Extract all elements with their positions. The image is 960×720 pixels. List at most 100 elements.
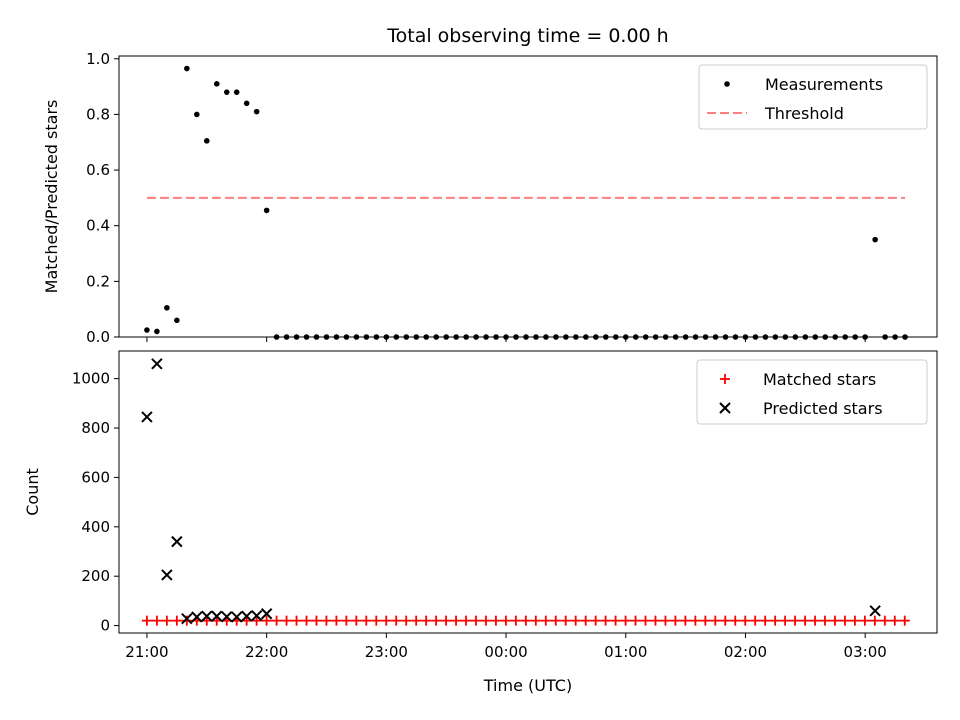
y-tick-label: 1000 <box>72 370 110 388</box>
matched-star-point <box>331 615 342 626</box>
predicted-star-point <box>221 610 233 623</box>
predicted-star-point <box>231 611 243 623</box>
matched-star-point <box>341 615 352 626</box>
matched-star-point <box>780 615 791 626</box>
matched-star-point <box>889 615 900 626</box>
matched-star-point <box>141 615 152 626</box>
matched-star-point <box>381 615 392 626</box>
matched-star-point <box>690 615 701 626</box>
measurement-point <box>213 81 220 87</box>
measurement-point <box>154 328 160 335</box>
matched-star-point <box>750 615 761 626</box>
matched-star-point <box>540 615 551 626</box>
matched-star-point <box>261 615 272 626</box>
matched-star-point <box>530 615 541 626</box>
matched-star-point <box>391 615 402 626</box>
chart-title: Total observing time = 0.00 h <box>386 25 668 47</box>
predicted-star-point <box>191 611 203 623</box>
matched-star-point <box>321 615 332 626</box>
matched-star-point <box>710 615 721 626</box>
matched-star-point <box>251 615 262 626</box>
matched-star-point <box>461 615 472 626</box>
predicted-star-point <box>260 608 273 620</box>
y-tick-label: 800 <box>81 419 110 437</box>
legend-marker-plus <box>720 374 730 384</box>
y-tick-label: 0.2 <box>86 272 110 290</box>
matched-star-point <box>740 615 751 626</box>
legend: Measurements Threshold <box>698 64 928 130</box>
matched-star-point <box>171 615 182 626</box>
matched-star-point <box>839 615 850 626</box>
matched-star-point <box>520 615 531 626</box>
matched-star-point <box>371 615 382 626</box>
axes-frame <box>118 350 938 634</box>
predicted-star-point <box>181 612 193 625</box>
matched-star-point <box>151 615 162 626</box>
y-tick-label: 200 <box>81 567 110 585</box>
legend-marker-x <box>719 402 731 414</box>
matched-star-point <box>849 615 860 626</box>
matched-star-point <box>401 615 412 626</box>
matched-star-point <box>470 615 481 626</box>
predicted-star-point <box>869 605 881 617</box>
matched-star-point <box>680 615 691 626</box>
y-tick-label: 0.6 <box>86 161 110 179</box>
matched-star-point <box>730 615 741 626</box>
y-axis-label: Count <box>23 468 42 516</box>
matched-star-point <box>560 615 571 626</box>
legend-label: Predicted stars <box>763 399 883 418</box>
matched-star-point <box>810 615 821 626</box>
matched-star-point <box>869 615 880 626</box>
predicted-star-point <box>161 569 173 581</box>
matched-star-point <box>660 615 671 626</box>
matched-star-point <box>411 615 422 626</box>
x-tick-label: 01:00 <box>604 643 647 661</box>
matched-star-point <box>640 615 651 626</box>
matched-star-point <box>431 615 442 626</box>
matched-star-point <box>879 615 890 626</box>
matched-star-point <box>500 615 511 626</box>
predicted-star-point <box>141 411 153 423</box>
matched-star-point <box>610 615 621 626</box>
y-tick-label: 0 <box>100 617 110 635</box>
measurement-point <box>243 100 250 107</box>
matched-star-point <box>590 615 601 626</box>
axes-frame <box>118 55 938 338</box>
matched-star-point <box>670 615 681 626</box>
ratio-panel: 0.0 0.2 0.4 0.6 0.8 1.0 Matched/Predicted star… <box>42 50 938 346</box>
x-axis-label: Time (UTC) <box>483 676 572 695</box>
matched-star-point <box>181 615 192 626</box>
matched-star-point <box>291 615 302 626</box>
matched-star-point <box>630 615 641 626</box>
matched-star-point <box>580 615 591 626</box>
matched-star-point <box>600 615 611 626</box>
measurement-point <box>174 317 180 324</box>
x-tick-label: 23:00 <box>365 643 408 661</box>
matched-star-point <box>361 615 372 626</box>
y-tick-label: 0.0 <box>86 328 110 346</box>
matched-star-point <box>510 615 521 626</box>
predicted-star-point <box>250 610 263 622</box>
measurement-point <box>144 327 150 333</box>
matched-star-point <box>720 615 731 626</box>
matched-star-point <box>899 615 910 626</box>
legend-marker-dot <box>724 81 730 87</box>
matched-star-point <box>161 615 172 626</box>
y-tick-label: 0.4 <box>86 217 110 235</box>
measurement-point <box>253 108 260 115</box>
matched-star-point <box>451 615 462 626</box>
matched-star-point <box>770 615 781 626</box>
predicted-star-point <box>201 610 213 622</box>
y-tick-label: 1.0 <box>86 50 110 68</box>
measurement-point <box>223 89 230 95</box>
matched-star-point <box>421 615 432 626</box>
matched-star-point <box>859 615 870 626</box>
matched-star-point <box>570 615 581 626</box>
measurement-point <box>233 89 240 95</box>
legend-label: Threshold <box>764 104 844 123</box>
count-panel: 0 200 400 600 800 1000 21:00 22:00 23:00 00:00 01:… <box>23 350 938 695</box>
matched-star-point <box>351 615 362 626</box>
legend-label: Matched stars <box>763 370 876 389</box>
predicted-star-point <box>240 610 253 622</box>
